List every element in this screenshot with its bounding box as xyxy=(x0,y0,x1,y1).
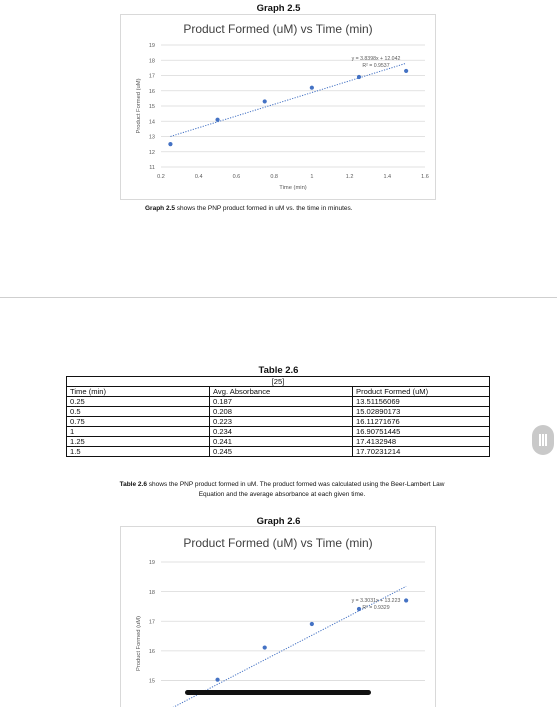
r-squared-label: R² = 0.9329 xyxy=(362,605,389,611)
graph-2-6-heading: Graph 2.6 xyxy=(256,516,301,527)
caption-label: Table 2.6 xyxy=(119,481,147,488)
x-tick-label: 1.2 xyxy=(346,174,354,180)
table-header-row: Time (min) Avg. Absorbance Product Forme… xyxy=(66,386,490,397)
x-tick-label: 0.4 xyxy=(195,174,203,180)
column-header: Avg. Absorbance xyxy=(209,386,353,397)
y-tick-label: 16 xyxy=(149,89,155,95)
y-axis-label: Product Formed (uM) xyxy=(136,616,142,671)
table-cell: 16.11271676 xyxy=(352,416,490,427)
table-cell: 1.5 xyxy=(66,446,210,457)
table-cell: 16.90751445 xyxy=(352,426,490,437)
table-cell: 0.245 xyxy=(209,446,353,457)
table-row: 0.75 0.223 16.11271676 xyxy=(66,416,490,427)
chart-title: Product Formed (uM) vs Time (min) xyxy=(183,536,373,550)
table-cell: 0.208 xyxy=(209,406,353,417)
table-cell: 17.70231214 xyxy=(352,446,490,457)
y-tick-label: 14 xyxy=(149,119,155,125)
x-tick-label: 1.4 xyxy=(383,174,391,180)
x-tick-label: 1.6 xyxy=(421,174,429,180)
y-tick-label: 13 xyxy=(149,135,155,141)
table-cell: 0.234 xyxy=(209,426,353,437)
caption-label: Graph 2.5 xyxy=(145,205,175,212)
data-point xyxy=(309,621,314,627)
r-squared-label: R² = 0.9537 xyxy=(362,63,389,69)
y-axis-label: Product Formed (uM) xyxy=(136,78,142,133)
table-cell: 0.187 xyxy=(209,396,353,407)
data-point xyxy=(404,68,409,74)
data-point xyxy=(215,117,220,122)
data-point xyxy=(404,598,409,603)
data-point xyxy=(262,99,267,104)
column-header: Product Formed (uM) xyxy=(352,386,490,397)
y-tick-label: 19 xyxy=(149,43,155,49)
y-tick-label: 17 xyxy=(149,74,155,80)
y-tick-label: 17 xyxy=(149,619,155,625)
table-row: 1.5 0.245 17.70231214 xyxy=(66,446,490,457)
graph-2-5-plot: 11 12 13 14 15 16 17 18 19 0.2 0.4 0.6 0.8 1 1.2 1.4 1.6… xyxy=(136,43,429,191)
graph-2-5-heading: Graph 2.5 xyxy=(256,3,301,14)
trendline-equation: y = 3.8398x + 12.042 xyxy=(352,56,401,62)
column-header: Time (min) xyxy=(66,386,210,397)
x-tick-label: 0.2 xyxy=(157,174,165,180)
y-tick-label: 12 xyxy=(149,150,155,156)
y-tick-label: 18 xyxy=(149,590,155,596)
data-point xyxy=(356,74,362,80)
data-point xyxy=(168,142,173,147)
caption-text-line2: Equation and the average absorbance at e… xyxy=(198,491,366,498)
table-cell: 17.4132948 xyxy=(352,436,490,447)
scroll-handle[interactable] xyxy=(532,425,554,455)
y-tick-label: 11 xyxy=(149,165,155,171)
x-tick-label: 0.6 xyxy=(233,174,241,180)
data-point xyxy=(215,677,220,682)
caption-text: shows the PNP product formed in uM vs. t… xyxy=(174,205,353,212)
table-cell: 0.75 xyxy=(66,416,210,427)
page-divider xyxy=(0,297,557,298)
trendline-equation: y = 3.3031x + 13.223 xyxy=(352,598,401,604)
chart-title: Product Formed (uM) vs Time (min) xyxy=(183,22,373,36)
y-tick-label: 16 xyxy=(149,649,155,655)
y-tick-label: 15 xyxy=(149,104,155,110)
table-row: 0.25 0.187 13.51156069 xyxy=(66,396,490,407)
y-tick-label: 18 xyxy=(149,58,155,64)
table-cell: 0.241 xyxy=(209,436,353,447)
table-cell: 0.5 xyxy=(66,406,210,417)
table-cell: 1 xyxy=(66,426,210,437)
table-row: 0.5 0.208 15.02890173 xyxy=(66,406,490,417)
y-tick-label: 19 xyxy=(149,560,155,566)
data-point xyxy=(262,645,267,650)
graph-2-6-plot: 141516171819Product Formed (uM)y = 3.303… xyxy=(136,560,425,707)
table-subheading-row: [25] xyxy=(66,376,490,387)
trendline xyxy=(170,62,407,137)
home-indicator[interactable] xyxy=(185,690,371,695)
table-cell: 15.02890173 xyxy=(352,406,490,417)
trendline xyxy=(172,585,407,707)
caption-text: shows the PNP product formed in uM. The … xyxy=(146,481,445,488)
x-tick-label: 0.8 xyxy=(270,174,278,180)
table-cell: 1.25 xyxy=(66,436,210,447)
table-subheading: [25] xyxy=(66,376,490,387)
table-cell: 13.51156069 xyxy=(352,396,490,407)
table-2-6: [25] Time (min) Avg. Absorbance Product … xyxy=(66,376,490,457)
graph-2-6-chart: Product Formed (uM) vs Time (min) 141516… xyxy=(120,526,436,707)
graph-2-5-chart: Product Formed (uM) vs Time (min) 11 12 13… xyxy=(120,14,436,200)
data-point xyxy=(356,606,362,612)
table-row: 1 0.234 16.90751445 xyxy=(66,426,490,437)
y-tick-label: 15 xyxy=(149,679,155,685)
table-cell: 0.223 xyxy=(209,416,353,427)
x-tick-label: 1 xyxy=(310,174,313,180)
table-2-6-heading: Table 2.6 xyxy=(258,365,299,376)
x-axis-label: Time (min) xyxy=(279,185,307,191)
data-point xyxy=(309,85,314,90)
table-2-6-caption: Table 2.6 shows the PNP product formed i… xyxy=(72,480,492,500)
table-row: 1.25 0.241 17.4132948 xyxy=(66,436,490,447)
graph-2-5-caption: Graph 2.5 shows the PNP product formed i… xyxy=(145,205,353,212)
table-cell: 0.25 xyxy=(66,396,210,407)
